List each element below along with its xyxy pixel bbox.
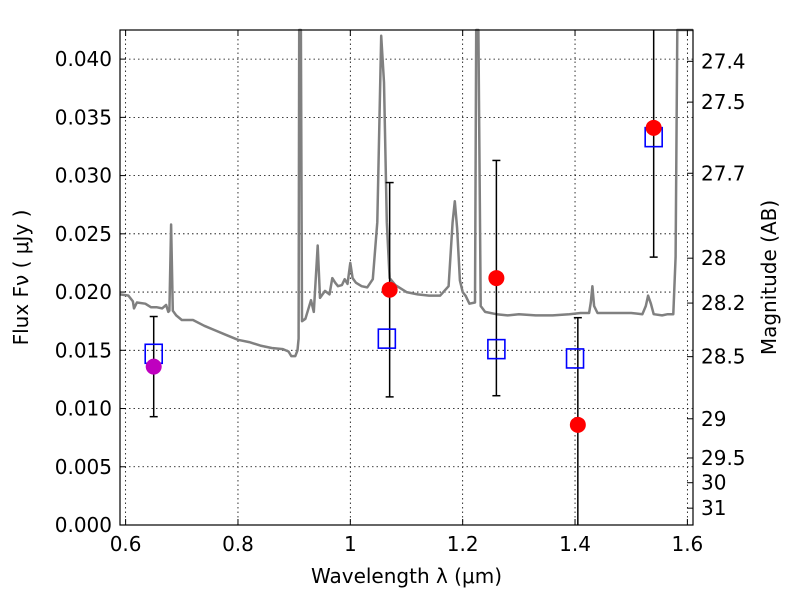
y-tick-label: 0.000 [55, 513, 112, 537]
filled-circle-marker [381, 281, 398, 298]
magnitude-tick-label: 28.2 [701, 291, 746, 315]
y-axis-label: Flux Fν ( μJy ) [9, 210, 33, 346]
magnitude-tick-label: 27.5 [701, 90, 746, 114]
y-tick-label: 0.030 [55, 164, 112, 188]
x-tick-label: 1.2 [447, 532, 479, 556]
plot-frame [119, 29, 694, 526]
x-tick-label: 1.6 [671, 532, 703, 556]
error-bar-layer [149, 30, 658, 525]
y-axis-ticks: 0.000 0.005 0.010 0.015 0.020 0.025 0.030 0.035… [55, 47, 126, 537]
y-tick-label: 0.040 [55, 47, 112, 71]
open-square-marker [487, 338, 506, 360]
y-tick-label: 0.035 [55, 105, 112, 129]
grid-lines [120, 30, 693, 526]
filled-circle-marker [645, 119, 662, 136]
spectrum-line [119, 28, 693, 358]
y-tick-label: 0.005 [55, 455, 112, 479]
magnitude-tick-label: 29.5 [701, 446, 746, 470]
x-axis-label: Wavelength λ (μm) [311, 564, 502, 588]
y-tick-label: 0.020 [55, 280, 112, 304]
x-tick-label: 0.8 [222, 532, 254, 556]
magnitude-tick-label: 28.5 [701, 345, 746, 369]
magnitude-tick-label: 27.4 [701, 49, 746, 73]
y-tick-label: 0.010 [55, 397, 112, 421]
right-axis-label: Magnitude (AB) [757, 200, 781, 355]
marker-layer [144, 119, 663, 433]
magnitude-tick-label: 30 [701, 471, 726, 495]
filled-circle-marker [145, 358, 162, 375]
filled-circle-marker [569, 416, 586, 433]
open-square-marker [377, 328, 397, 349]
magnitude-tick-label: 31 [701, 496, 726, 520]
spectrum-layer [119, 28, 693, 358]
x-tick-label: 1.4 [559, 532, 591, 556]
x-axis-ticks: 0.6 0.8 1 1.2 1.4 1.6 [110, 30, 703, 556]
magnitude-tick-label: 28 [701, 246, 726, 270]
magnitude-tick-label: 27.7 [701, 161, 746, 185]
y-tick-label: 0.015 [55, 338, 112, 362]
open-square-marker [565, 348, 585, 369]
y-tick-label: 0.025 [55, 222, 112, 246]
filled-circle-marker [488, 270, 505, 287]
x-tick-label: 1 [344, 532, 357, 556]
x-tick-label: 0.6 [110, 532, 142, 556]
magnitude-tick-label: 29 [701, 407, 726, 431]
